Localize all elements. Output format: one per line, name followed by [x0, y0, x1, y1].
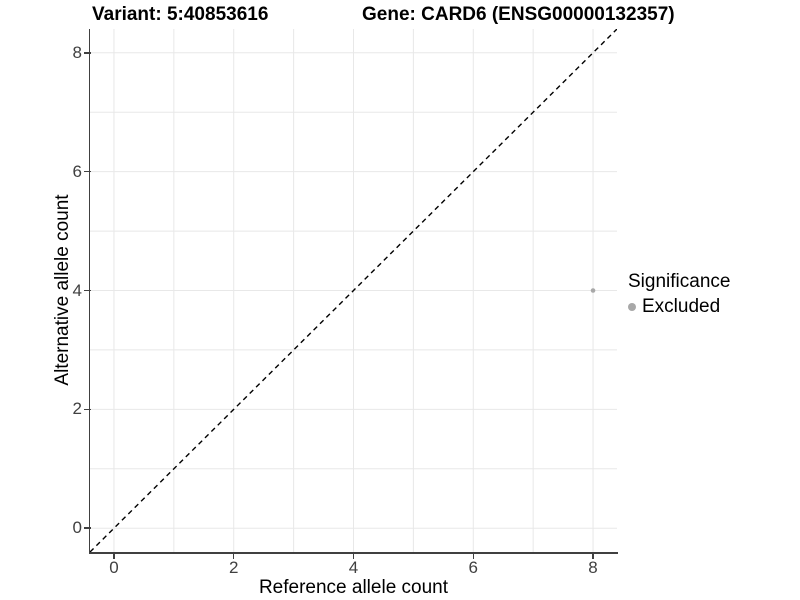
x-tick-label: 8 — [588, 558, 598, 577]
x-tick-label: 0 — [109, 558, 119, 577]
excluded-point-marker-icon — [628, 303, 636, 311]
y-tick-label: 4 — [72, 280, 82, 300]
x-axis-tick — [592, 552, 594, 559]
y-axis-tick — [84, 170, 91, 173]
plot-canvas — [89, 28, 618, 553]
data-point — [590, 288, 596, 293]
x-tick-label: 4 — [348, 558, 359, 577]
x-axis-tick — [113, 552, 115, 559]
identity-dashed-line — [89, 28, 618, 553]
legend-title: Significance — [628, 271, 731, 292]
y-tick-label: 2 — [72, 399, 82, 419]
x-tick-label: 6 — [468, 558, 478, 577]
y-tick-label: 0 — [72, 518, 82, 538]
y-axis-tick — [84, 52, 91, 54]
x-axis-tick — [472, 552, 475, 559]
y-tick-label: 8 — [72, 42, 82, 62]
x-tick-label: 2 — [228, 558, 239, 577]
legend-item-excluded: Excluded — [628, 296, 730, 318]
y-axis-tick — [84, 289, 91, 292]
y-axis-tick — [84, 527, 91, 529]
x-axis-tick — [232, 552, 235, 559]
legend: Significance Excluded — [628, 271, 730, 318]
x-axis-tick — [352, 552, 355, 559]
plot-panel — [89, 28, 618, 553]
y-tick-label: 6 — [72, 161, 82, 181]
y-axis-line — [88, 29, 90, 554]
legend-item-label: Excluded — [642, 296, 721, 317]
y-axis-tick — [84, 408, 91, 411]
plot-title-variant: Variant: 5:40853616 — [92, 4, 269, 25]
x-axis-title: Reference allele count — [258, 577, 449, 598]
plot-title-gene: Gene: CARD6 (ENSG00000132357) — [362, 4, 675, 25]
